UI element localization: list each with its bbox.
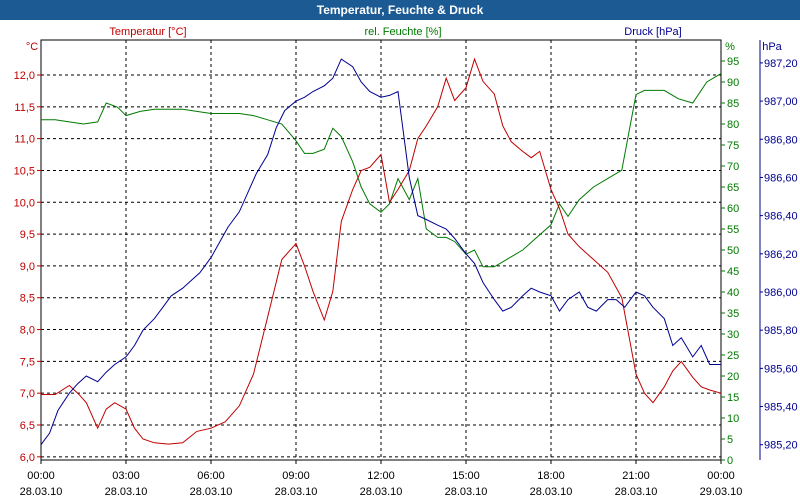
chart-title: Temperatur, Feuchte & Druck — [0, 0, 800, 20]
pressure-tick-label: 986,00 — [764, 287, 798, 299]
temperature-series-line — [41, 57, 722, 445]
x-tick-label-date: 29.03.10 — [700, 486, 743, 498]
pressure-tick-label: 985,80 — [764, 325, 798, 337]
temperature-tick-label: 9,5 — [20, 229, 35, 241]
x-tick-label-date: 28.03.10 — [275, 486, 318, 498]
x-tick-label-time: 00:00 — [707, 470, 735, 482]
temperature-tick-label: 6,0 — [20, 452, 35, 464]
temperature-axis-title: Temperatur [°C] — [109, 26, 186, 38]
humidity-tick-label: 5 — [727, 434, 733, 446]
temperature-tick-label: 10,5 — [14, 165, 35, 177]
x-tick-label-time: 21:00 — [622, 470, 650, 482]
temperature-tick-label: 8,5 — [20, 293, 35, 305]
temperature-tick-label: 11,5 — [14, 102, 35, 114]
temperature-tick-label: 7,5 — [20, 356, 35, 368]
pressure-axis-title: Druck [hPa] — [624, 26, 681, 38]
humidity-tick-label: 40 — [727, 287, 739, 299]
pressure-tick-label: 985,20 — [764, 440, 798, 452]
humidity-tick-label: 30 — [727, 329, 739, 341]
temperature-tick-label: 10,0 — [14, 197, 35, 209]
x-tick-label-time: 12:00 — [367, 470, 395, 482]
pressure-series-line — [40, 58, 721, 445]
humidity-tick-label: 90 — [727, 77, 739, 89]
x-tick-label-date: 28.03.10 — [105, 486, 148, 498]
pressure-tick-label: 986,20 — [764, 249, 798, 261]
temperature-unit-label: °C — [26, 41, 38, 53]
humidity-tick-label: 35 — [727, 308, 739, 320]
weather-chart: 00:00 28.03.10 03:00 28.03.10 06:00 28.03.10 0… — [14, 26, 798, 498]
pressure-tick-label: 987,20 — [764, 58, 798, 70]
humidity-tick-label: 55 — [727, 224, 739, 236]
humidity-tick-label: 70 — [727, 161, 739, 173]
x-tick-label-date: 28.03.10 — [20, 486, 63, 498]
x-tick-label-time: 06:00 — [197, 470, 225, 482]
humidity-tick-label: 25 — [727, 350, 739, 362]
temperature-tick-label: 7,0 — [20, 388, 35, 400]
temperature-tick-label: 11,0 — [14, 134, 35, 146]
temperature-tick-label: 12,0 — [14, 70, 35, 82]
humidity-axis-title: rel. Feuchte [%] — [364, 26, 441, 38]
x-tick-label-time: 15:00 — [452, 470, 480, 482]
temperature-tick-label: 9,0 — [20, 261, 35, 273]
x-tick-label-time: 18:00 — [537, 470, 565, 482]
humidity-unit-label: % — [725, 41, 735, 53]
x-tick-label-time: 09:00 — [282, 470, 310, 482]
x-tick-label-time: 00:00 — [27, 470, 55, 482]
pressure-tick-label: 987,00 — [764, 96, 798, 108]
humidity-tick-label: 85 — [727, 98, 739, 110]
pressure-tick-label: 986,60 — [764, 172, 798, 184]
humidity-tick-label: 15 — [727, 392, 739, 404]
humidity-tick-label: 65 — [727, 182, 739, 194]
humidity-tick-label: 45 — [727, 266, 739, 278]
humidity-series-line — [41, 73, 722, 268]
x-tick-label-date: 28.03.10 — [445, 486, 488, 498]
x-tick-label-date: 28.03.10 — [360, 486, 403, 498]
x-tick-label-date: 28.03.10 — [530, 486, 573, 498]
humidity-tick-label: 75 — [727, 140, 739, 152]
humidity-tick-label: 95 — [727, 56, 739, 68]
pressure-unit-label: hPa — [762, 41, 782, 53]
humidity-tick-label: 20 — [727, 371, 739, 383]
humidity-tick-label: 10 — [727, 413, 739, 425]
x-tick-label-date: 28.03.10 — [190, 486, 233, 498]
x-tick-label-time: 03:00 — [112, 470, 140, 482]
pressure-tick-label: 986,40 — [764, 211, 798, 223]
humidity-tick-label: 50 — [727, 245, 739, 257]
pressure-tick-label: 986,80 — [764, 134, 798, 146]
x-tick-label-date: 28.03.10 — [615, 486, 658, 498]
temperature-tick-label: 8,0 — [20, 325, 35, 337]
humidity-tick-label: 80 — [727, 119, 739, 131]
pressure-tick-label: 985,40 — [764, 402, 798, 414]
pressure-tick-label: 985,60 — [764, 363, 798, 375]
temperature-tick-label: 6,5 — [20, 420, 35, 432]
humidity-tick-label: 60 — [727, 203, 739, 215]
humidity-tick-label: 0 — [727, 455, 733, 467]
